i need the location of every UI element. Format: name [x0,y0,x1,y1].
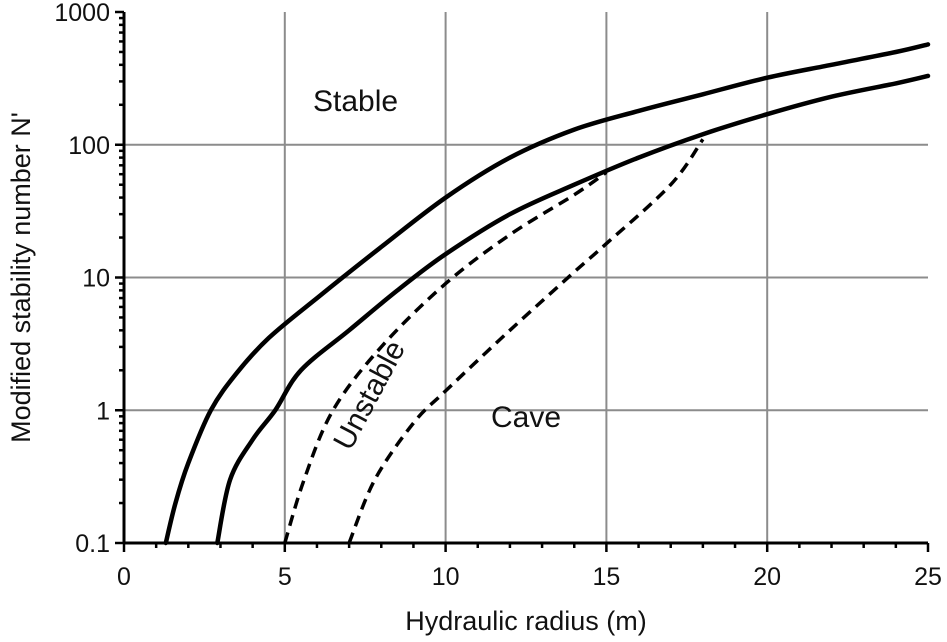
x-tick-label: 15 [592,563,620,591]
series-lines [163,42,931,546]
x-tick-label: 20 [753,563,781,591]
y-tick-label: 1000 [54,0,110,27]
tick-labels: 0 5 10 15 20 25 0.1 1 10 100 1000 [54,0,942,591]
series-line-2-solid [215,73,931,546]
region-label-unstable: Unstable [327,335,412,455]
x-axis-label: Hydraulic radius (m) [405,606,647,636]
region-label-cave: Cave [491,401,561,434]
x-tick-label: 5 [278,563,292,591]
y-tick-label: 0.1 [75,530,110,558]
x-tick-label: 0 [117,563,131,591]
series-line-1-solid [163,42,931,546]
y-tick-label: 1 [96,397,110,425]
series-line-3-dashed [283,170,608,544]
y-tick-label: 100 [68,132,110,160]
x-tick-label: 25 [914,563,942,591]
axes [115,10,930,552]
series-line-4-dashed [347,138,705,544]
x-tick-label: 10 [432,563,460,591]
grid [124,12,928,543]
y-tick-label: 10 [82,265,110,293]
y-axis-label: Modified stability number N' [6,112,36,443]
region-label-stable: Stable [313,85,398,118]
